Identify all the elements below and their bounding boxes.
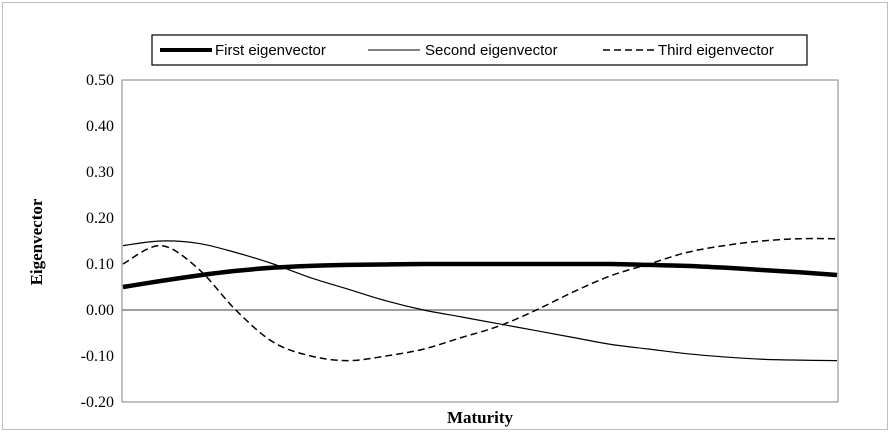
y-tick-label: 0.40: [86, 118, 114, 135]
y-tick-label: 0.10: [86, 256, 114, 273]
y-tick-label: -0.10: [81, 348, 114, 365]
legend-box: [151, 34, 808, 66]
series-layer: [122, 237, 838, 362]
legend-label-second: Second eigenvector: [425, 42, 558, 59]
plot-area: [121, 79, 839, 403]
y-tick-label: -0.20: [81, 394, 114, 411]
series-line-first-eigenvector: [122, 261, 838, 290]
series-line-second-eigenvector: [122, 240, 838, 362]
legend-label-first: First eigenvector: [215, 42, 326, 59]
y-tick-label: 0.30: [86, 164, 114, 181]
series-line-third-eigenvector: [122, 237, 838, 362]
x-axis-title: Maturity: [447, 408, 514, 427]
y-tick-label: 0.50: [86, 72, 114, 89]
y-tick-label: 0.20: [86, 210, 114, 227]
y-tick-label: 0.00: [86, 302, 114, 319]
y-axis-title: Eigenvector: [27, 198, 46, 285]
legend: First eigenvector Second eigenvector Thi…: [151, 34, 808, 66]
y-tick-labels: 0.50 0.40 0.30 0.20 0.10 0.00 -0.10 -0.20: [81, 72, 114, 411]
legend-label-third: Third eigenvector: [658, 42, 774, 59]
